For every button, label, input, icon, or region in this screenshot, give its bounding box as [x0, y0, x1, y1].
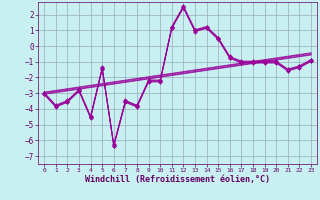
X-axis label: Windchill (Refroidissement éolien,°C): Windchill (Refroidissement éolien,°C) — [85, 175, 270, 184]
